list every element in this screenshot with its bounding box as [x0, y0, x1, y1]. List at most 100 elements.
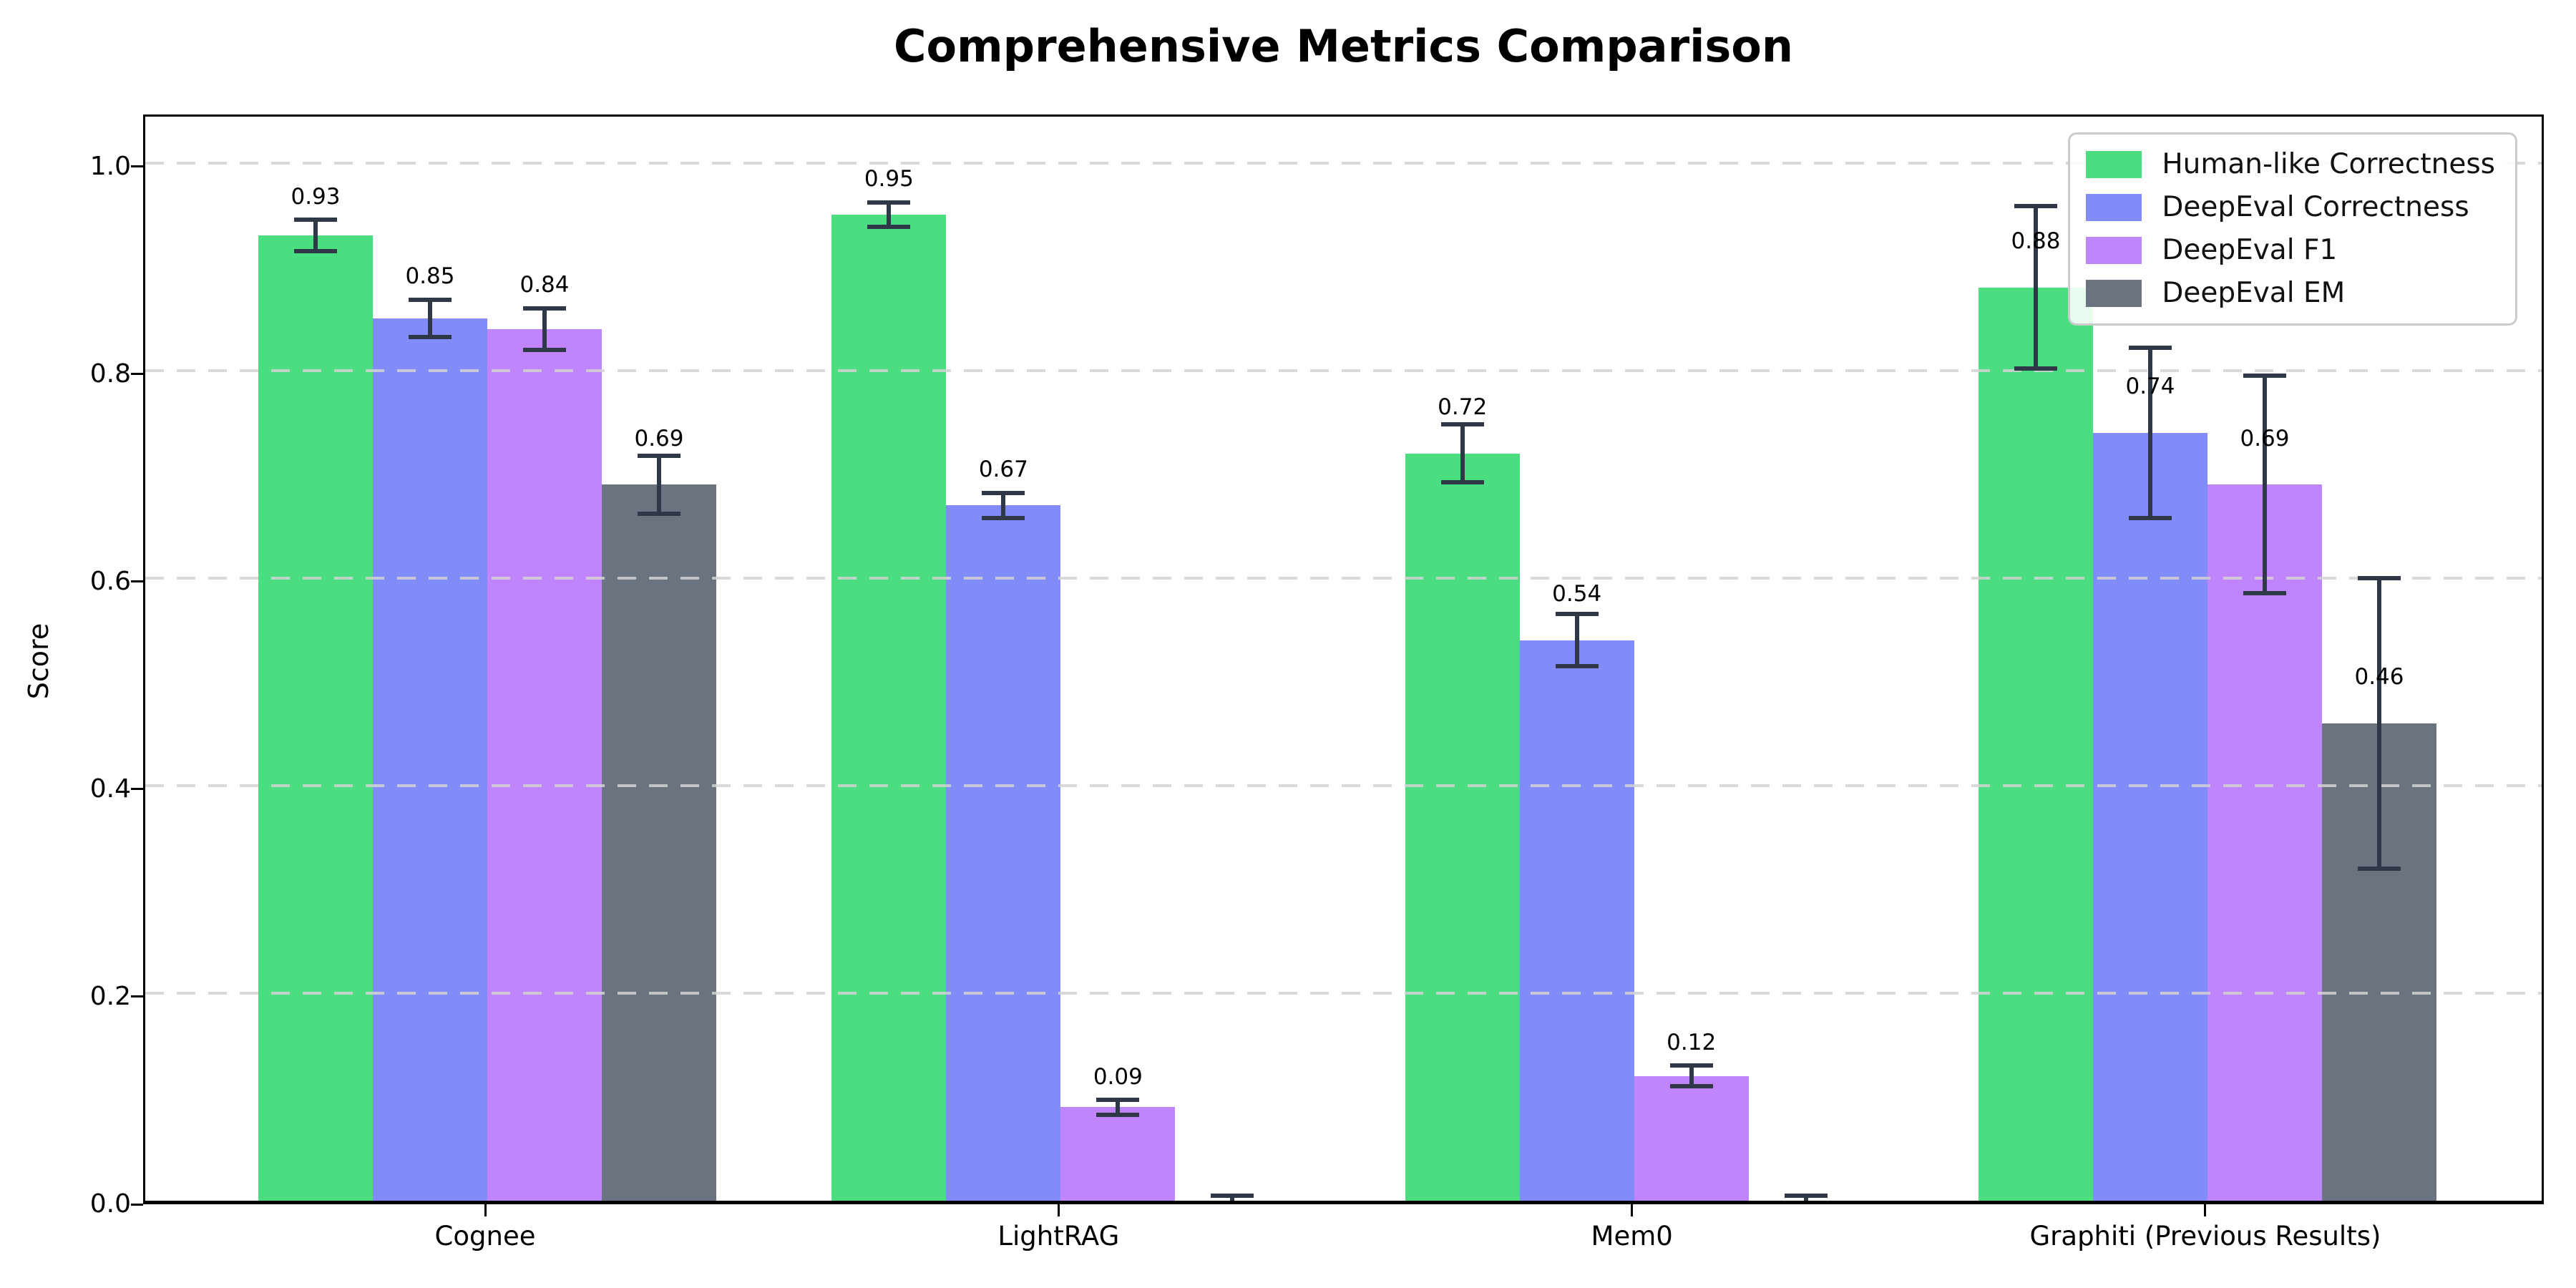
error-bar-cap [1440, 480, 1484, 485]
error-bar [1460, 424, 1465, 483]
bar-value-label: 0.09 [1093, 1063, 1143, 1090]
gridline [145, 369, 2542, 372]
error-bar-cap [409, 335, 452, 340]
legend-label: DeepEval F1 [2162, 233, 2338, 266]
bar [258, 235, 373, 1201]
error-bar [1001, 492, 1006, 518]
x-category-label: LightRAG [997, 1221, 1120, 1252]
bar [487, 328, 602, 1201]
y-tick-mark [131, 580, 143, 583]
error-bar-cap [2357, 575, 2401, 580]
error-bar-cap [409, 298, 452, 302]
error-bar-cap [867, 225, 911, 230]
bar [1978, 287, 2093, 1201]
bar [1519, 640, 1634, 1201]
bar [831, 215, 947, 1201]
bar-value-label: 0.72 [1438, 394, 1488, 421]
y-tick-label: 0.0 [89, 1189, 131, 1219]
legend-item: DeepEval Correctness [2086, 191, 2495, 224]
bar-value-label: 0.95 [864, 165, 914, 192]
plot-area: Human-like Correctness DeepEval Correctne… [143, 114, 2544, 1204]
bar [1405, 453, 1520, 1201]
bar-value-label: 0.67 [978, 457, 1028, 483]
legend-label: DeepEval EM [2162, 276, 2346, 309]
bar-value-label: 0.85 [405, 263, 455, 290]
error-bar [542, 308, 547, 350]
x-category-label: Mem0 [1591, 1221, 1673, 1252]
error-bar [657, 455, 661, 514]
x-tick-mark [484, 1204, 487, 1216]
bar-value-label: 0.74 [2125, 374, 2175, 400]
x-category-label: Graphiti (Previous Results) [2029, 1221, 2381, 1252]
error-bar-cap [2243, 591, 2286, 596]
error-bar-cap [1440, 422, 1484, 427]
error-bar-cap [1096, 1112, 1140, 1117]
y-tick-label: 0.2 [89, 981, 131, 1011]
error-bar-cap [982, 515, 1025, 520]
error-bar-cap [1555, 612, 1599, 617]
y-tick-label: 0.8 [89, 358, 131, 389]
error-bar-cap [2014, 366, 2057, 371]
x-tick-mark [2204, 1204, 2207, 1216]
bar-value-label: 0.88 [2011, 228, 2061, 254]
error-bar [2262, 375, 2267, 594]
error-bar-cap [982, 490, 1025, 495]
y-tick-label: 0.4 [89, 774, 131, 804]
x-category-label: Cognee [434, 1221, 536, 1252]
legend-label: Human-like Correctness [2162, 148, 2495, 180]
error-bar-cap [1784, 1193, 1828, 1198]
error-bar-cap [2243, 373, 2286, 378]
legend-swatch-icon [2086, 279, 2142, 307]
y-tick-mark [131, 788, 143, 791]
bar [946, 505, 1061, 1201]
error-bar-cap [2357, 866, 2401, 871]
bar-value-label: 0.12 [1667, 1029, 1717, 1055]
error-bar [2147, 347, 2152, 518]
error-bar-cap [2128, 345, 2172, 350]
y-tick-mark [131, 1203, 143, 1206]
gridline [145, 784, 2542, 787]
gridline [145, 576, 2542, 580]
error-bar [2376, 577, 2381, 869]
error-bar-cap [294, 218, 337, 223]
gridline [145, 991, 2542, 995]
legend-swatch-icon [2086, 194, 2142, 222]
error-bar [1803, 1195, 1808, 1201]
y-tick-label: 1.0 [89, 151, 131, 181]
legend-item: Human-like Correctness [2086, 148, 2495, 181]
legend-item: DeepEval F1 [2086, 233, 2495, 267]
bar-value-label: 0.69 [634, 425, 684, 452]
y-tick-mark [131, 165, 143, 168]
bar [2207, 484, 2322, 1201]
error-bar [1689, 1065, 1694, 1087]
bar-value-label: 0.93 [291, 183, 341, 210]
bar [602, 484, 716, 1201]
legend-item: DeepEval EM [2086, 276, 2495, 310]
legend-swatch-icon [2086, 151, 2142, 179]
error-bar [1574, 614, 1579, 667]
y-axis-title: Score [23, 623, 54, 700]
bar [373, 318, 487, 1201]
error-bar-cap [867, 200, 911, 205]
chart-title: Comprehensive Metrics Comparison [893, 20, 1794, 72]
legend-swatch-icon [2086, 237, 2142, 265]
bar [1634, 1075, 1749, 1201]
gridline [145, 161, 2542, 165]
bar-value-label: 0.46 [2354, 664, 2404, 691]
bar-value-label: 0.84 [519, 271, 570, 298]
y-tick-mark [131, 373, 143, 376]
x-tick-mark [1631, 1204, 1634, 1216]
error-bar-cap [2014, 204, 2057, 209]
error-bar-cap [1555, 664, 1599, 669]
error-bar-cap [1669, 1063, 1713, 1068]
x-tick-mark [1057, 1204, 1060, 1216]
error-bar-cap [1211, 1193, 1254, 1198]
error-bar-cap [638, 453, 680, 458]
error-bar [1116, 1100, 1121, 1115]
error-bar-cap [294, 248, 337, 253]
bar [1060, 1107, 1176, 1201]
error-bar [2033, 206, 2038, 369]
error-bar-cap [2128, 515, 2172, 520]
error-bar-cap [1096, 1098, 1140, 1103]
